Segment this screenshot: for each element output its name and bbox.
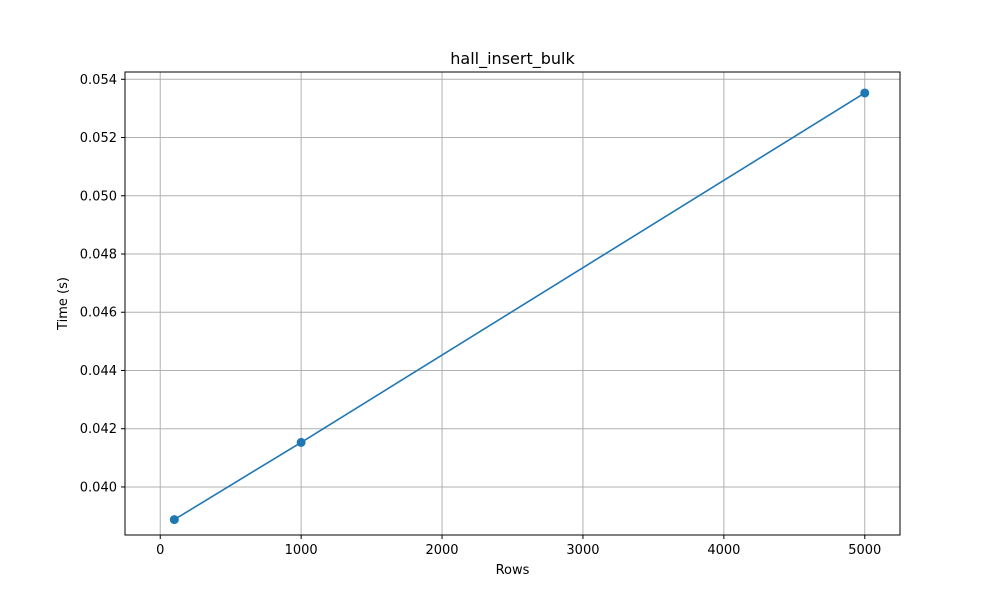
grid-lines <box>125 72 900 535</box>
chart-title: hall_insert_bulk <box>450 49 575 69</box>
data-point-marker <box>169 515 179 525</box>
y-tick-label: 0.040 <box>80 480 117 495</box>
y-tick-label: 0.050 <box>80 189 117 204</box>
x-tick-label: 0 <box>156 543 164 558</box>
y-tick-label: 0.052 <box>80 131 117 146</box>
plot-area-frame <box>124 71 901 536</box>
x-tick-label: 4000 <box>707 543 740 558</box>
y-tick-label: 0.048 <box>80 247 117 262</box>
x-tick-label: 3000 <box>566 543 599 558</box>
x-tick-label: 1000 <box>285 543 318 558</box>
series-layer <box>169 88 870 525</box>
data-point-marker <box>860 88 870 98</box>
data-point-marker <box>296 437 306 447</box>
y-tick-label: 0.054 <box>80 73 117 88</box>
y-tick-label: 0.044 <box>80 364 117 379</box>
x-axis-title: Rows <box>496 563 530 578</box>
y-tick-label: 0.042 <box>80 422 117 437</box>
axis-ticks: 0 1000 2000 3000 4000 5000 0.040 0.042 0.044 0.04… <box>80 73 882 558</box>
y-axis-title: Time (s) <box>56 277 71 331</box>
x-tick-label: 5000 <box>848 543 881 558</box>
y-tick-label: 0.046 <box>80 306 117 321</box>
x-tick-label: 2000 <box>425 543 458 558</box>
